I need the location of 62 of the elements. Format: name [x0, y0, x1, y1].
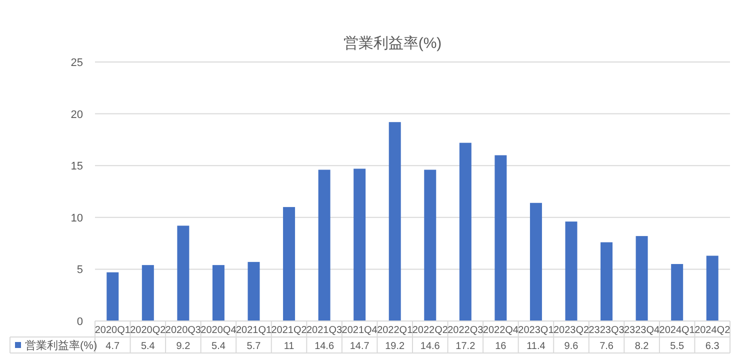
bar: [354, 168, 366, 321]
legend-label: 営業利益率(%): [25, 339, 98, 352]
x-tick-label: 2021Q4: [342, 325, 378, 336]
bar: [671, 264, 684, 321]
x-tick-label: 2023Q2: [553, 325, 590, 336]
chart-title: 営業利益率(%): [343, 35, 442, 52]
y-tick-label: 25: [70, 57, 83, 69]
bar: [459, 142, 472, 321]
data-label: 9.2: [176, 341, 191, 352]
bar: [424, 170, 436, 321]
y-tick-label: 0: [76, 316, 83, 328]
bar: [494, 155, 507, 321]
x-tick-label: 2023Q1: [518, 325, 554, 336]
y-tick-label: 5: [76, 264, 83, 276]
data-label: 11: [284, 341, 295, 352]
y-tick-label: 20: [70, 108, 83, 121]
data-label: 4.7: [106, 341, 120, 352]
data-label: 8.2: [634, 341, 650, 352]
data-label: 5.7: [246, 341, 262, 352]
x-tick-label: 2020Q3: [165, 325, 202, 336]
data-label: 19.2: [385, 341, 406, 352]
x-tick-label: 2024Q2: [694, 325, 731, 336]
bar: [248, 262, 260, 321]
data-label: 7.6: [600, 341, 614, 352]
x-tick-label: 2022Q2: [412, 325, 448, 336]
data-label: 16: [495, 341, 507, 352]
y-tick-label: 10: [70, 212, 83, 224]
x-tick-label: 2022Q4: [482, 325, 519, 336]
bar: [565, 222, 578, 321]
x-tick-label: 2022Q3: [448, 325, 484, 336]
data-label: 6.3: [705, 341, 720, 352]
x-tick-label: 2020Q2: [130, 325, 166, 336]
bar: [283, 207, 296, 321]
x-tick-label: 2021Q1: [236, 325, 272, 336]
bar: [142, 265, 154, 321]
bar: [318, 170, 330, 321]
data-label: 9.6: [564, 341, 579, 352]
x-tick-label: 2022Q1: [377, 325, 414, 336]
bar: [177, 226, 190, 321]
bar: [600, 242, 613, 321]
data-label: 14.7: [350, 341, 370, 352]
bar: [706, 256, 718, 321]
bar: [636, 236, 648, 321]
data-label: 11.4: [526, 341, 546, 352]
data-label: 14.6: [420, 341, 440, 352]
x-tick-label: 2021Q2: [271, 325, 308, 336]
data-label: 5.4: [212, 341, 226, 352]
bar: [212, 265, 224, 321]
bar: [106, 272, 119, 321]
x-tick-label: 2021Q3: [306, 325, 343, 336]
x-tick-label: 2323Q4: [624, 325, 660, 336]
data-label: 5.4: [140, 341, 156, 352]
x-tick-label: 2020Q4: [200, 325, 237, 336]
x-tick-label: 2024Q1: [659, 325, 696, 336]
x-tick-label: 2323Q3: [588, 325, 625, 336]
y-tick-label: 15: [70, 160, 83, 173]
data-label: 14.6: [314, 341, 334, 352]
data-label: 17.2: [456, 341, 476, 352]
bar: [388, 122, 401, 321]
data-label: 5.5: [670, 341, 684, 352]
x-tick-label: 2020Q1: [94, 325, 131, 336]
bar: [530, 202, 542, 321]
